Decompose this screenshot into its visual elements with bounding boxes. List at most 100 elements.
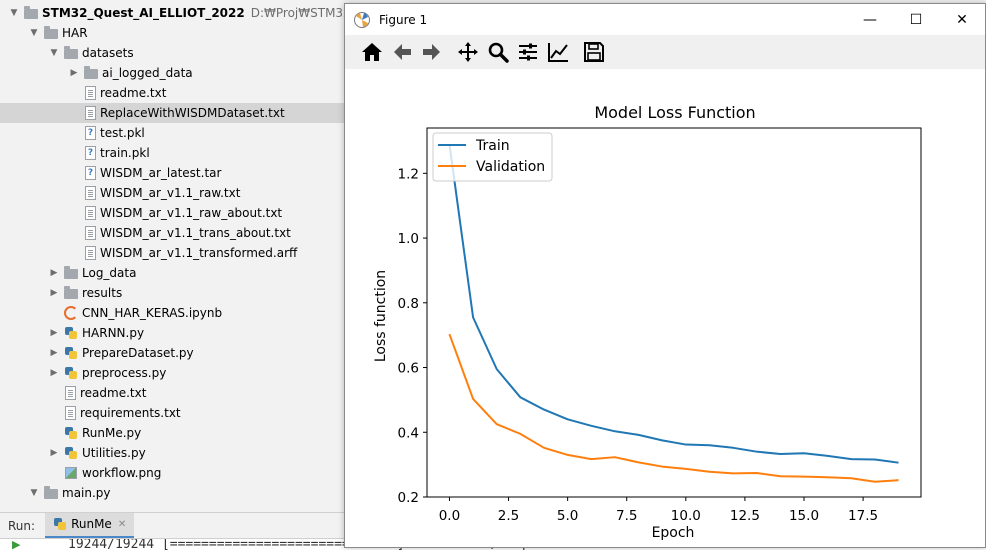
tree-item[interactable]: ▼ main.py: [0, 483, 345, 503]
tree-item-label: CNN_HAR_KERAS.ipynb: [82, 306, 223, 320]
tree-item[interactable]: ? train.pkl: [0, 143, 345, 163]
tree-item[interactable]: ▼ datasets: [0, 43, 345, 63]
x-tick-label: 17.5: [848, 508, 878, 524]
x-tick-label: 2.5: [498, 508, 519, 524]
text-file-icon: [85, 86, 96, 100]
y-tick-label: 1.0: [398, 231, 419, 247]
tree-item[interactable]: ▶ Utilities.py: [0, 443, 345, 463]
tree-indent: [68, 223, 80, 243]
back-icon[interactable]: [387, 37, 417, 67]
chevron-right-icon[interactable]: ▶: [50, 268, 58, 278]
loss-chart[interactable]: Model Loss Function Epoch Loss function …: [345, 69, 985, 547]
chevron-right-icon[interactable]: ▶: [50, 288, 58, 298]
rerun-icon[interactable]: ▶: [12, 538, 21, 550]
maximize-button[interactable]: ☐: [909, 11, 923, 28]
x-axis-label: Epoch: [652, 525, 695, 541]
tree-item[interactable]: workflow.png: [0, 463, 345, 483]
y-tick-label: 0.4: [398, 425, 419, 441]
tree-item[interactable]: ▼ HAR: [0, 23, 345, 43]
tree-item[interactable]: requirements.txt: [0, 403, 345, 423]
close-button[interactable]: ✕: [956, 11, 968, 28]
chevron-down-icon[interactable]: ▼: [50, 48, 58, 58]
chevron-right-icon[interactable]: ▶: [70, 68, 78, 78]
tree-item[interactable]: ▶ ai_logged_data: [0, 63, 345, 83]
zoom-icon[interactable]: [483, 37, 513, 67]
x-tick-label: 7.5: [616, 508, 637, 524]
tree-indent: [48, 423, 60, 443]
project-tree[interactable]: ▼ STM32_Quest_AI_ELLIOT_2022 D:₩Proj₩STM…: [0, 0, 345, 512]
tree-indent: [68, 203, 80, 223]
tree-indent: [68, 143, 80, 163]
tree-item[interactable]: ReplaceWithWISDMDataset.txt: [0, 103, 345, 123]
tree-item[interactable]: ? test.pkl: [0, 123, 345, 143]
tree-item[interactable]: ▶ Log_data: [0, 263, 345, 283]
project-root-name: STM32_Quest_AI_ELLIOT_2022: [42, 6, 245, 20]
tree-item[interactable]: ▶ HARNN.py: [0, 323, 345, 343]
subplots-icon[interactable]: [513, 37, 543, 67]
tree-item-label: requirements.txt: [80, 406, 181, 420]
y-tick-label: 0.6: [398, 361, 419, 377]
tree-item[interactable]: WISDM_ar_v1.1_trans_about.txt: [0, 223, 345, 243]
home-icon[interactable]: [357, 37, 387, 67]
tree-item[interactable]: RunMe.py: [0, 423, 345, 443]
figure-title: Figure 1: [379, 12, 428, 27]
x-tick-label: 12.5: [730, 508, 760, 524]
tree-item[interactable]: ▶ PrepareDataset.py: [0, 343, 345, 363]
text-file-icon: [85, 206, 96, 220]
tree-indent: [68, 163, 80, 183]
tree-item[interactable]: readme.txt: [0, 383, 345, 403]
text-file-icon: [85, 186, 96, 200]
tree-item[interactable]: readme.txt: [0, 83, 345, 103]
tree-item-label: WISDM_ar_v1.1_trans_about.txt: [100, 226, 291, 240]
forward-icon[interactable]: [417, 37, 447, 67]
tree-item[interactable]: ? WISDM_ar_latest.tar: [0, 163, 345, 183]
chevron-right-icon[interactable]: ▶: [50, 368, 58, 378]
tree-indent: [68, 183, 80, 203]
axes-frame: [426, 127, 922, 498]
minimize-button[interactable]: —: [863, 11, 877, 28]
figure-titlebar[interactable]: Figure 1 — ☐ ✕: [345, 4, 985, 35]
run-tab[interactable]: RunMe ✕: [45, 512, 135, 539]
chevron-down-icon[interactable]: ▼: [30, 28, 38, 38]
figure-window: Figure 1 — ☐ ✕ Mo: [344, 3, 986, 548]
text-file-icon: [85, 226, 96, 240]
python-file-icon: [64, 446, 78, 460]
folder-icon: [24, 6, 38, 19]
folder-icon: [44, 26, 58, 39]
python-file-icon: [64, 346, 78, 360]
folder-icon: [84, 66, 98, 79]
chevron-right-icon[interactable]: ▶: [50, 448, 58, 458]
tree-item[interactable]: WISDM_ar_v1.1_raw.txt: [0, 183, 345, 203]
unknown-file-icon: ?: [85, 166, 96, 180]
chevron-right-icon[interactable]: ▶: [50, 328, 58, 338]
y-tick-label: 0.8: [398, 296, 419, 312]
tree-indent: [68, 103, 80, 123]
tree-item[interactable]: ▶ results: [0, 283, 345, 303]
tree-item[interactable]: ▶ preprocess.py: [0, 363, 345, 383]
text-file-icon: [85, 106, 96, 120]
customize-icon[interactable]: [543, 37, 573, 67]
close-icon[interactable]: ✕: [117, 518, 127, 530]
save-icon[interactable]: [579, 37, 609, 67]
tree-item[interactable]: CNN_HAR_KERAS.ipynb: [0, 303, 345, 323]
chevron-down-icon[interactable]: ▼: [30, 488, 38, 498]
project-root-path: D:₩Proj₩STM32_Quest_AI_ELL: [250, 6, 345, 20]
y-tick-label: 0.2: [398, 490, 419, 506]
folder-icon: [64, 46, 78, 59]
tree-item[interactable]: WISDM_ar_v1.1_raw_about.txt: [0, 203, 345, 223]
x-tick-label: 10.0: [671, 508, 701, 524]
chevron-down-icon[interactable]: ▼: [10, 8, 18, 18]
series-line-validation: [448, 333, 899, 483]
text-file-icon: [65, 386, 76, 400]
plot-canvas[interactable]: Model Loss Function Epoch Loss function …: [345, 69, 985, 547]
tree-root-row[interactable]: ▼ STM32_Quest_AI_ELLIOT_2022 D:₩Proj₩STM…: [0, 3, 345, 23]
chevron-right-icon[interactable]: ▶: [50, 348, 58, 358]
folder-icon: [64, 286, 78, 299]
tree-item[interactable]: WISDM_ar_v1.1_transformed.arff: [0, 243, 345, 263]
pan-icon[interactable]: [453, 37, 483, 67]
tree-item-label: WISDM_ar_v1.1_raw_about.txt: [100, 206, 283, 220]
python-file-icon: [53, 517, 67, 531]
tree-item-label: train.pkl: [100, 146, 150, 160]
tree-item-label: Utilities.py: [82, 446, 146, 460]
folder-icon: [64, 266, 78, 279]
